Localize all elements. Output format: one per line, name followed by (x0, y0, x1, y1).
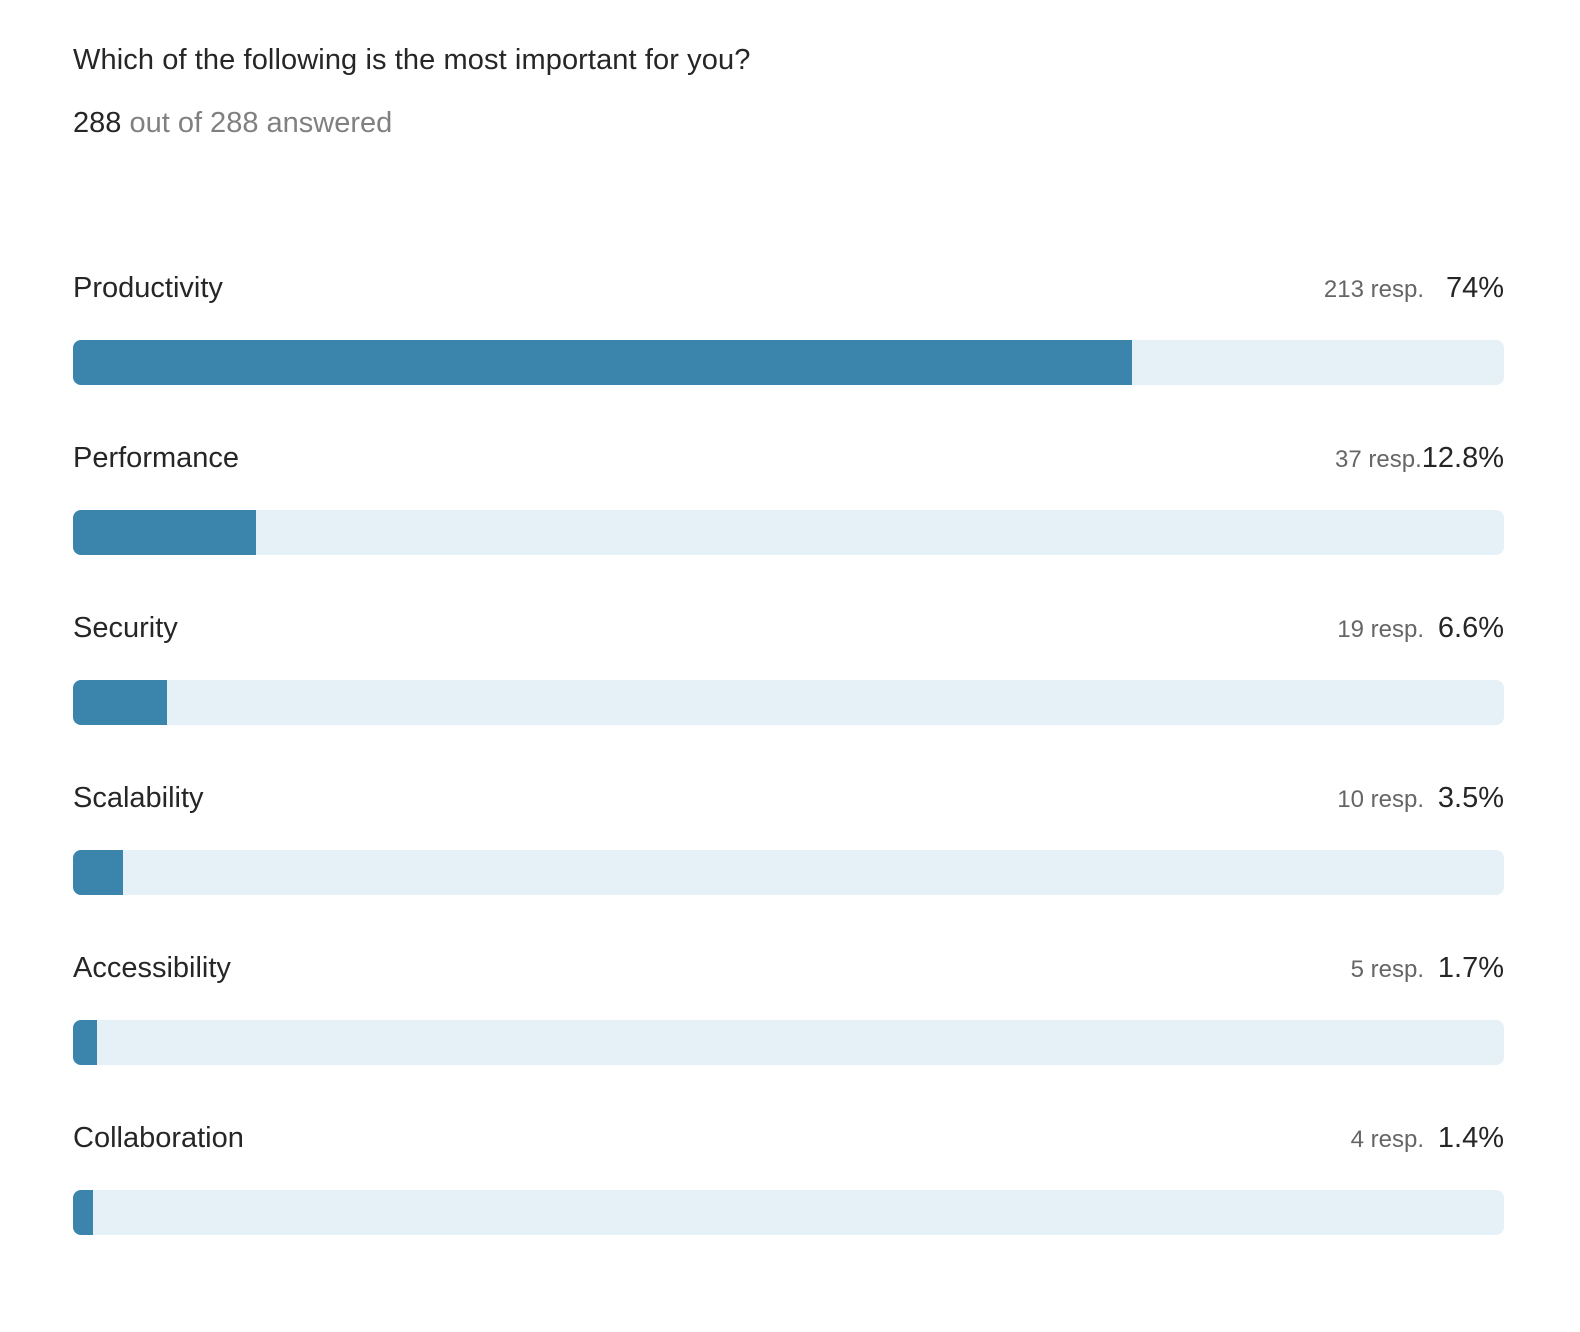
option-response-count: 10 resp. (1337, 786, 1424, 813)
option-label: Security (73, 612, 178, 644)
option-bar-fill (73, 850, 124, 895)
option-response-count: 4 resp. (1350, 1126, 1424, 1153)
option-bar-track (73, 680, 1504, 725)
option-bar-track (73, 1190, 1504, 1235)
option-label: Accessibility (73, 952, 231, 984)
option-result-performance: Performance 37 resp. 12.8% (73, 442, 1504, 612)
option-results-list: Productivity 213 resp. 74% Performance 3… (73, 272, 1504, 1292)
option-percentage: 12.8% (1421, 442, 1504, 474)
option-bar-track (73, 510, 1504, 555)
option-result-productivity: Productivity 213 resp. 74% (73, 272, 1504, 442)
option-bar-fill (73, 510, 257, 555)
answered-total: out of 288 answered (121, 107, 393, 139)
answered-summary: 288 out of 288 answered (73, 107, 392, 140)
option-bar-fill (73, 680, 168, 725)
option-result-security: Security 19 resp. 6.6% (73, 612, 1504, 782)
option-label: Scalability (73, 782, 204, 814)
option-response-count: 5 resp. (1350, 956, 1424, 983)
option-percentage: 6.6% (1437, 612, 1504, 644)
option-bar-track (73, 850, 1504, 895)
option-bar-track (73, 340, 1504, 385)
answered-count: 288 (73, 107, 122, 139)
option-percentage: 1.4% (1437, 1122, 1504, 1154)
question-title: Which of the following is the most impor… (73, 44, 751, 76)
option-bar-track (73, 1020, 1504, 1065)
option-result-accessibility: Accessibility 5 resp. 1.7% (73, 952, 1504, 1122)
option-response-count: 19 resp. (1337, 616, 1424, 643)
option-result-collaboration: Collaboration 4 resp. 1.4% (73, 1122, 1504, 1292)
option-label: Productivity (73, 272, 223, 304)
option-bar-fill (73, 1190, 94, 1235)
option-response-count: 213 resp. (1323, 276, 1424, 303)
option-label: Performance (73, 442, 240, 474)
option-bar-fill (73, 1020, 98, 1065)
option-response-count: 37 resp. (1335, 446, 1422, 473)
option-bar-fill (73, 340, 1132, 385)
option-percentage: 74% (1445, 272, 1504, 304)
option-result-scalability: Scalability 10 resp. 3.5% (73, 782, 1504, 952)
option-percentage: 1.7% (1437, 952, 1504, 984)
option-label: Collaboration (73, 1122, 244, 1154)
option-percentage: 3.5% (1437, 782, 1504, 814)
